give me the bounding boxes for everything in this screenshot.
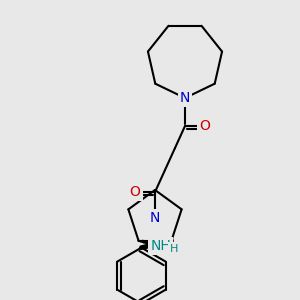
Text: H: H <box>170 244 179 254</box>
Text: N: N <box>150 211 160 225</box>
Text: O: O <box>130 185 140 199</box>
Text: NH: NH <box>150 239 171 253</box>
Text: N: N <box>180 91 190 105</box>
Text: O: O <box>200 119 210 133</box>
